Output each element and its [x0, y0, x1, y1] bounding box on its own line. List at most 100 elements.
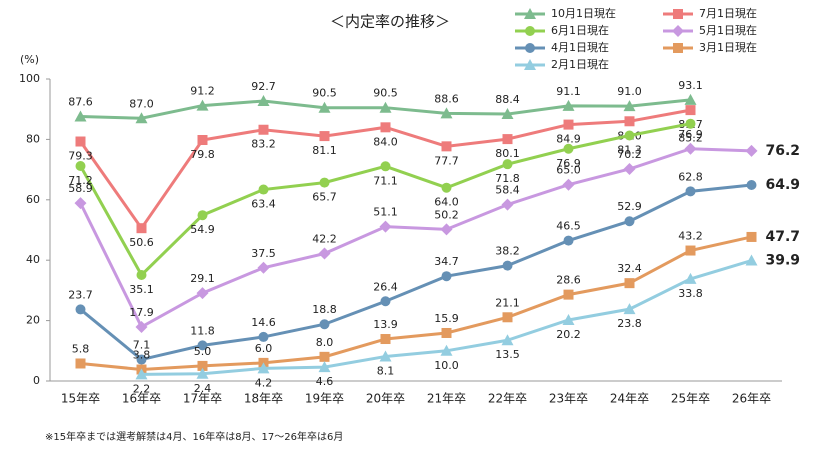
- point: [318, 101, 331, 113]
- point: [258, 184, 269, 195]
- data-label: 65.7: [312, 191, 337, 204]
- data-label: 50.6: [129, 236, 154, 249]
- point: [746, 231, 757, 242]
- point: [501, 198, 514, 211]
- data-label: 91.0: [617, 85, 642, 98]
- point: [745, 254, 758, 266]
- point: [75, 304, 86, 315]
- data-label: 76.2: [766, 143, 801, 159]
- point: [136, 223, 147, 234]
- data-label: 80.1: [495, 147, 520, 160]
- point: [319, 131, 330, 142]
- point: [685, 245, 696, 256]
- point: [684, 93, 697, 105]
- point: [563, 235, 574, 246]
- chart-title: ＜内定率の推移＞: [330, 13, 450, 31]
- point: [196, 287, 209, 300]
- point: [197, 135, 208, 146]
- series-line: [80, 235, 752, 372]
- data-label: 35.1: [129, 283, 154, 296]
- point: [440, 344, 453, 356]
- data-label: 81.1: [312, 144, 337, 157]
- point: [562, 178, 575, 191]
- point: [196, 367, 209, 379]
- point: [624, 216, 635, 227]
- point: [380, 122, 391, 133]
- legend-marker: [524, 59, 536, 70]
- data-label: 83.2: [251, 138, 276, 151]
- data-label: 23.8: [617, 317, 642, 330]
- point: [745, 144, 758, 157]
- data-label: 38.2: [495, 245, 520, 258]
- data-label: 13.9: [373, 318, 398, 331]
- point: [746, 180, 757, 191]
- data-label: 4.6: [316, 375, 334, 388]
- data-label: 70.2: [617, 148, 642, 161]
- data-label: 92.7: [251, 80, 276, 93]
- data-label: 58.4: [495, 184, 520, 197]
- data-label: 79.8: [190, 148, 215, 161]
- point: [379, 350, 392, 362]
- point: [624, 116, 635, 127]
- point: [684, 272, 697, 284]
- data-label: 84.0: [373, 135, 398, 148]
- data-label: 37.5: [251, 247, 276, 260]
- legend-marker: [525, 26, 535, 36]
- data-label: 84.9: [556, 133, 581, 146]
- y-tick-label: 20: [26, 314, 40, 327]
- point: [685, 118, 696, 129]
- x-tick-label: 20年卒: [366, 392, 405, 406]
- data-label: 90.5: [312, 87, 337, 100]
- point: [623, 100, 636, 112]
- legend-label: 7月1日現在: [699, 7, 757, 20]
- data-label: 3.8: [133, 349, 151, 362]
- legend-marker: [524, 8, 536, 19]
- data-label: 7.1: [133, 339, 151, 352]
- data-label: 87.6: [68, 95, 93, 108]
- footnote: ※15年卒までは選考解禁は4月、16年卒は8月、17～26年卒は6月: [45, 430, 343, 443]
- point: [75, 358, 86, 369]
- data-label: 88.6: [434, 92, 459, 105]
- x-tick-label: 21年卒: [427, 392, 466, 406]
- x-tick-label: 19年卒: [305, 392, 344, 406]
- point: [135, 112, 148, 124]
- x-tick-label: 18年卒: [244, 392, 283, 406]
- point: [379, 220, 392, 233]
- point: [562, 99, 575, 111]
- data-label: 2.2: [133, 382, 151, 395]
- legend-label: 3月1日現在: [699, 41, 757, 54]
- point: [502, 260, 513, 271]
- data-label: 76.9: [678, 128, 703, 141]
- data-label: 11.8: [190, 324, 215, 337]
- point: [441, 182, 452, 193]
- x-tick-label: 16年卒: [122, 392, 161, 406]
- x-tick-label: 17年卒: [183, 392, 222, 406]
- point: [319, 319, 330, 330]
- point: [502, 134, 513, 145]
- point: [685, 186, 696, 197]
- data-label: 42.2: [312, 233, 337, 246]
- point: [257, 261, 270, 274]
- data-label: 13.5: [495, 348, 520, 361]
- point: [318, 361, 331, 373]
- data-label: 71.8: [495, 172, 520, 185]
- data-label: 21.1: [495, 296, 520, 309]
- data-label: 79.3: [68, 150, 93, 163]
- data-label: 39.9: [766, 253, 801, 269]
- point: [136, 269, 147, 280]
- y-tick-label: 60: [26, 193, 40, 206]
- series-line: [79, 183, 752, 362]
- data-label: 58.9: [68, 182, 93, 195]
- point: [258, 331, 269, 342]
- legend-marker: [673, 9, 683, 19]
- point: [685, 105, 696, 116]
- x-tick-label: 22年卒: [488, 392, 527, 406]
- data-label: 62.8: [678, 170, 703, 183]
- data-label: 29.1: [190, 272, 215, 285]
- data-label: 17.9: [129, 306, 154, 319]
- data-label: 8.1: [377, 365, 395, 378]
- data-label: 76.9: [556, 157, 581, 170]
- point: [623, 162, 636, 175]
- point: [135, 368, 148, 380]
- point: [562, 313, 575, 325]
